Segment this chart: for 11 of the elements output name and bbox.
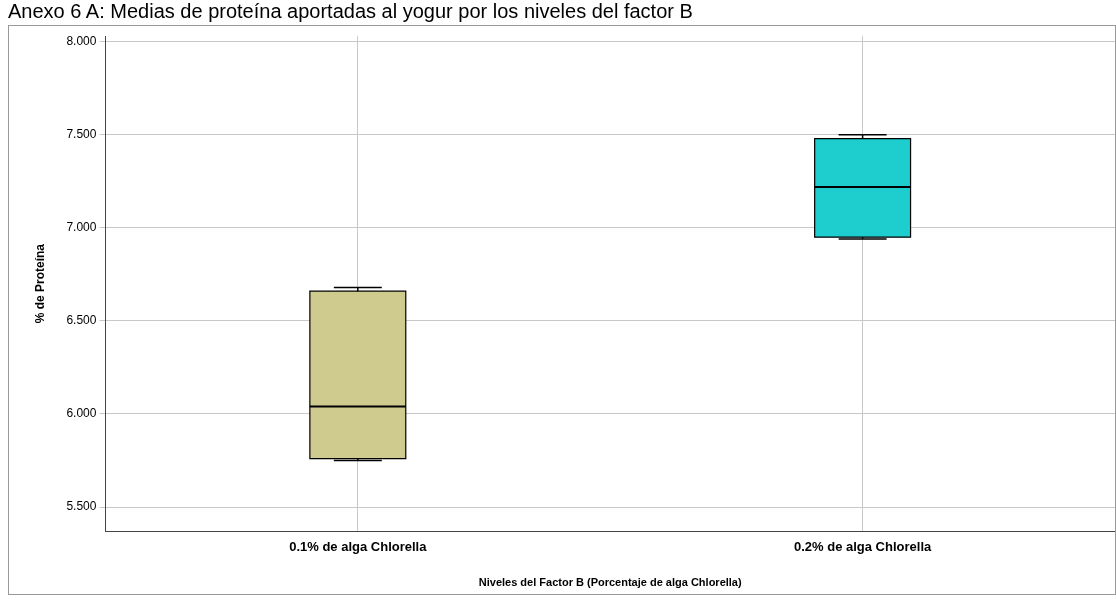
y-tick-label: 6.500 <box>66 313 97 328</box>
y-tick-label: 5.500 <box>66 499 97 514</box>
chart-title: Anexo 6 A: Medias de proteína aportadas al yogur por los niveles del factor B <box>7 0 694 24</box>
x-axis-title: Niveles del Factor B (Porcentaje de alga Chlorella) <box>478 576 742 589</box>
y-tick-label: 6.000 <box>66 406 97 421</box>
y-tick-label: 8.000 <box>66 34 97 49</box>
x-tick-label: 0.2% de alga Chlorella <box>793 538 933 554</box>
y-tick-label: 7.500 <box>66 127 97 142</box>
y-tick-label: 7.000 <box>66 220 97 235</box>
x-tick-label: 0.1% de alga Chlorella <box>289 538 428 554</box>
y-axis-title: % de Proteína <box>32 243 47 324</box>
